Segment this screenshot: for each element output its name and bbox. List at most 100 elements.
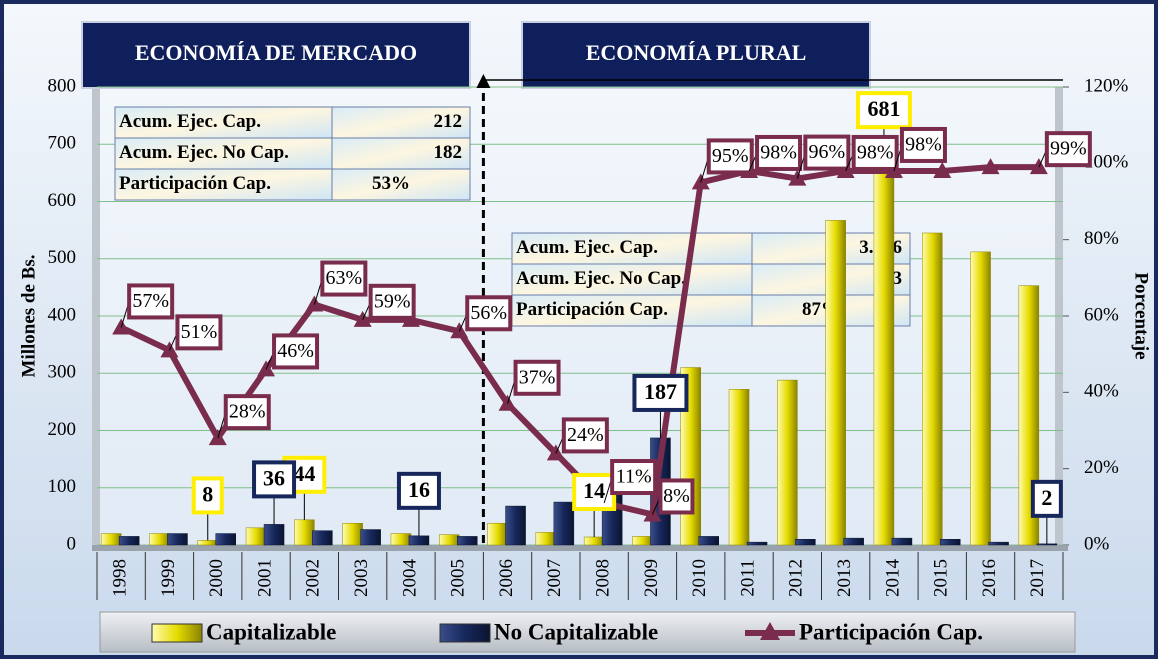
- data-label-box: [223, 394, 271, 431]
- data-label: 59%: [374, 290, 411, 312]
- data-label: 8: [202, 481, 213, 506]
- y-tick-label: 500: [48, 247, 77, 268]
- data-label: 95%: [712, 145, 749, 167]
- bar: [263, 524, 285, 546]
- bar: [312, 530, 333, 546]
- floor: [92, 545, 1068, 551]
- data-label: 14: [583, 478, 605, 503]
- x-tick-label: 2012: [786, 559, 807, 597]
- bar: [583, 536, 605, 546]
- legend-box: [99, 611, 1076, 653]
- header: ECONOMÍA DE MERCADO: [135, 40, 417, 65]
- bar: [632, 536, 653, 546]
- data-label: 98%: [905, 134, 942, 156]
- data-label-box: [465, 295, 513, 332]
- x-tick-label: 2017: [1027, 559, 1048, 597]
- legend-label: Capitalizable: [206, 619, 336, 644]
- data-label: 96%: [809, 141, 846, 163]
- bar: [553, 501, 575, 546]
- y2-tick-label: 40%: [1084, 381, 1119, 402]
- data-label: 187: [644, 379, 677, 404]
- bar: [390, 533, 412, 546]
- table-label: Acum. Ejec. No Cap.: [516, 268, 686, 289]
- y2-axis-title: Porcentaje: [1131, 272, 1152, 359]
- data-label: 57%: [132, 290, 169, 312]
- data-label: 51%: [181, 321, 218, 343]
- data-label: 24%: [567, 424, 604, 446]
- x-tick-label: 2004: [399, 559, 420, 598]
- bar: [342, 522, 363, 546]
- data-label-box: [1044, 131, 1092, 168]
- bar: [408, 535, 430, 546]
- x-tick-label: 2016: [979, 559, 1000, 597]
- bar: [825, 220, 846, 546]
- bar: [922, 232, 943, 546]
- data-label-box: [191, 476, 224, 515]
- arrow: [476, 74, 491, 88]
- side-wall: [92, 87, 100, 545]
- data-label-box: [396, 471, 441, 510]
- bar: [197, 540, 218, 546]
- y-tick-label: 200: [48, 419, 77, 440]
- header-box: [81, 21, 471, 89]
- table-label: Participación Cap.: [119, 173, 271, 194]
- bar: [294, 519, 315, 546]
- data-label-box: [855, 91, 912, 130]
- data-label: 98%: [760, 142, 797, 164]
- bar: [988, 541, 1009, 546]
- data-label-box: [899, 126, 947, 163]
- y-tick-label: 300: [48, 362, 77, 383]
- table-cell: [511, 232, 753, 265]
- table-cell: [331, 168, 471, 201]
- data-label-box: [368, 283, 416, 320]
- table-label: Acum. Ejec. No Cap.: [119, 142, 289, 163]
- data-label-box: [851, 134, 899, 171]
- data-label-box: [272, 333, 320, 370]
- data-label: 2: [1041, 485, 1052, 510]
- data-label-box: [513, 359, 561, 396]
- bar: [245, 527, 267, 546]
- data-label-box: [803, 134, 851, 171]
- y-tick-label: 800: [48, 75, 77, 96]
- x-tick-label: 2006: [496, 559, 517, 597]
- bar: [215, 533, 236, 546]
- data-label-box: [658, 478, 695, 515]
- legend-label: Participación Cap.: [799, 619, 983, 644]
- y-axis-title: Millones de Bs.: [18, 255, 39, 378]
- data-label: 8%: [663, 485, 690, 507]
- bar: [487, 522, 508, 546]
- line-marker: [981, 158, 1000, 175]
- data-label-box: [561, 417, 609, 454]
- bar: [167, 533, 188, 546]
- data-label-box: [632, 373, 689, 412]
- bar: [439, 534, 460, 546]
- data-label: 28%: [229, 401, 266, 423]
- line-marker: [933, 161, 952, 178]
- table-value: 212: [434, 111, 463, 132]
- x-tick-label: 2013: [834, 559, 855, 597]
- data-label: 46%: [277, 340, 314, 362]
- bar: [873, 154, 895, 546]
- data-label-box: [252, 460, 297, 499]
- legend-swatch: [151, 623, 203, 643]
- x-tick-label: 2002: [303, 559, 324, 597]
- x-tick-label: 2000: [206, 559, 227, 597]
- data-label: 681: [867, 96, 900, 121]
- x-tick-label: 2011: [737, 559, 758, 596]
- bar: [970, 251, 991, 546]
- table-cell: [114, 106, 333, 139]
- y2-tick-label: 80%: [1084, 228, 1119, 249]
- x-tick-label: 2005: [448, 559, 469, 597]
- header: ECONOMÍA PLURAL: [586, 40, 807, 65]
- bar: [746, 541, 768, 546]
- data-label-box: [706, 138, 754, 175]
- table-cell: [331, 106, 471, 139]
- bar: [149, 533, 170, 546]
- bar: [535, 532, 557, 546]
- x-tick-label: 2001: [254, 559, 275, 597]
- x-tick-label: 2009: [641, 559, 662, 597]
- x-tick-label: 2003: [351, 559, 372, 597]
- x-tick-label: 2015: [931, 559, 952, 597]
- table-value: 53%: [372, 173, 410, 194]
